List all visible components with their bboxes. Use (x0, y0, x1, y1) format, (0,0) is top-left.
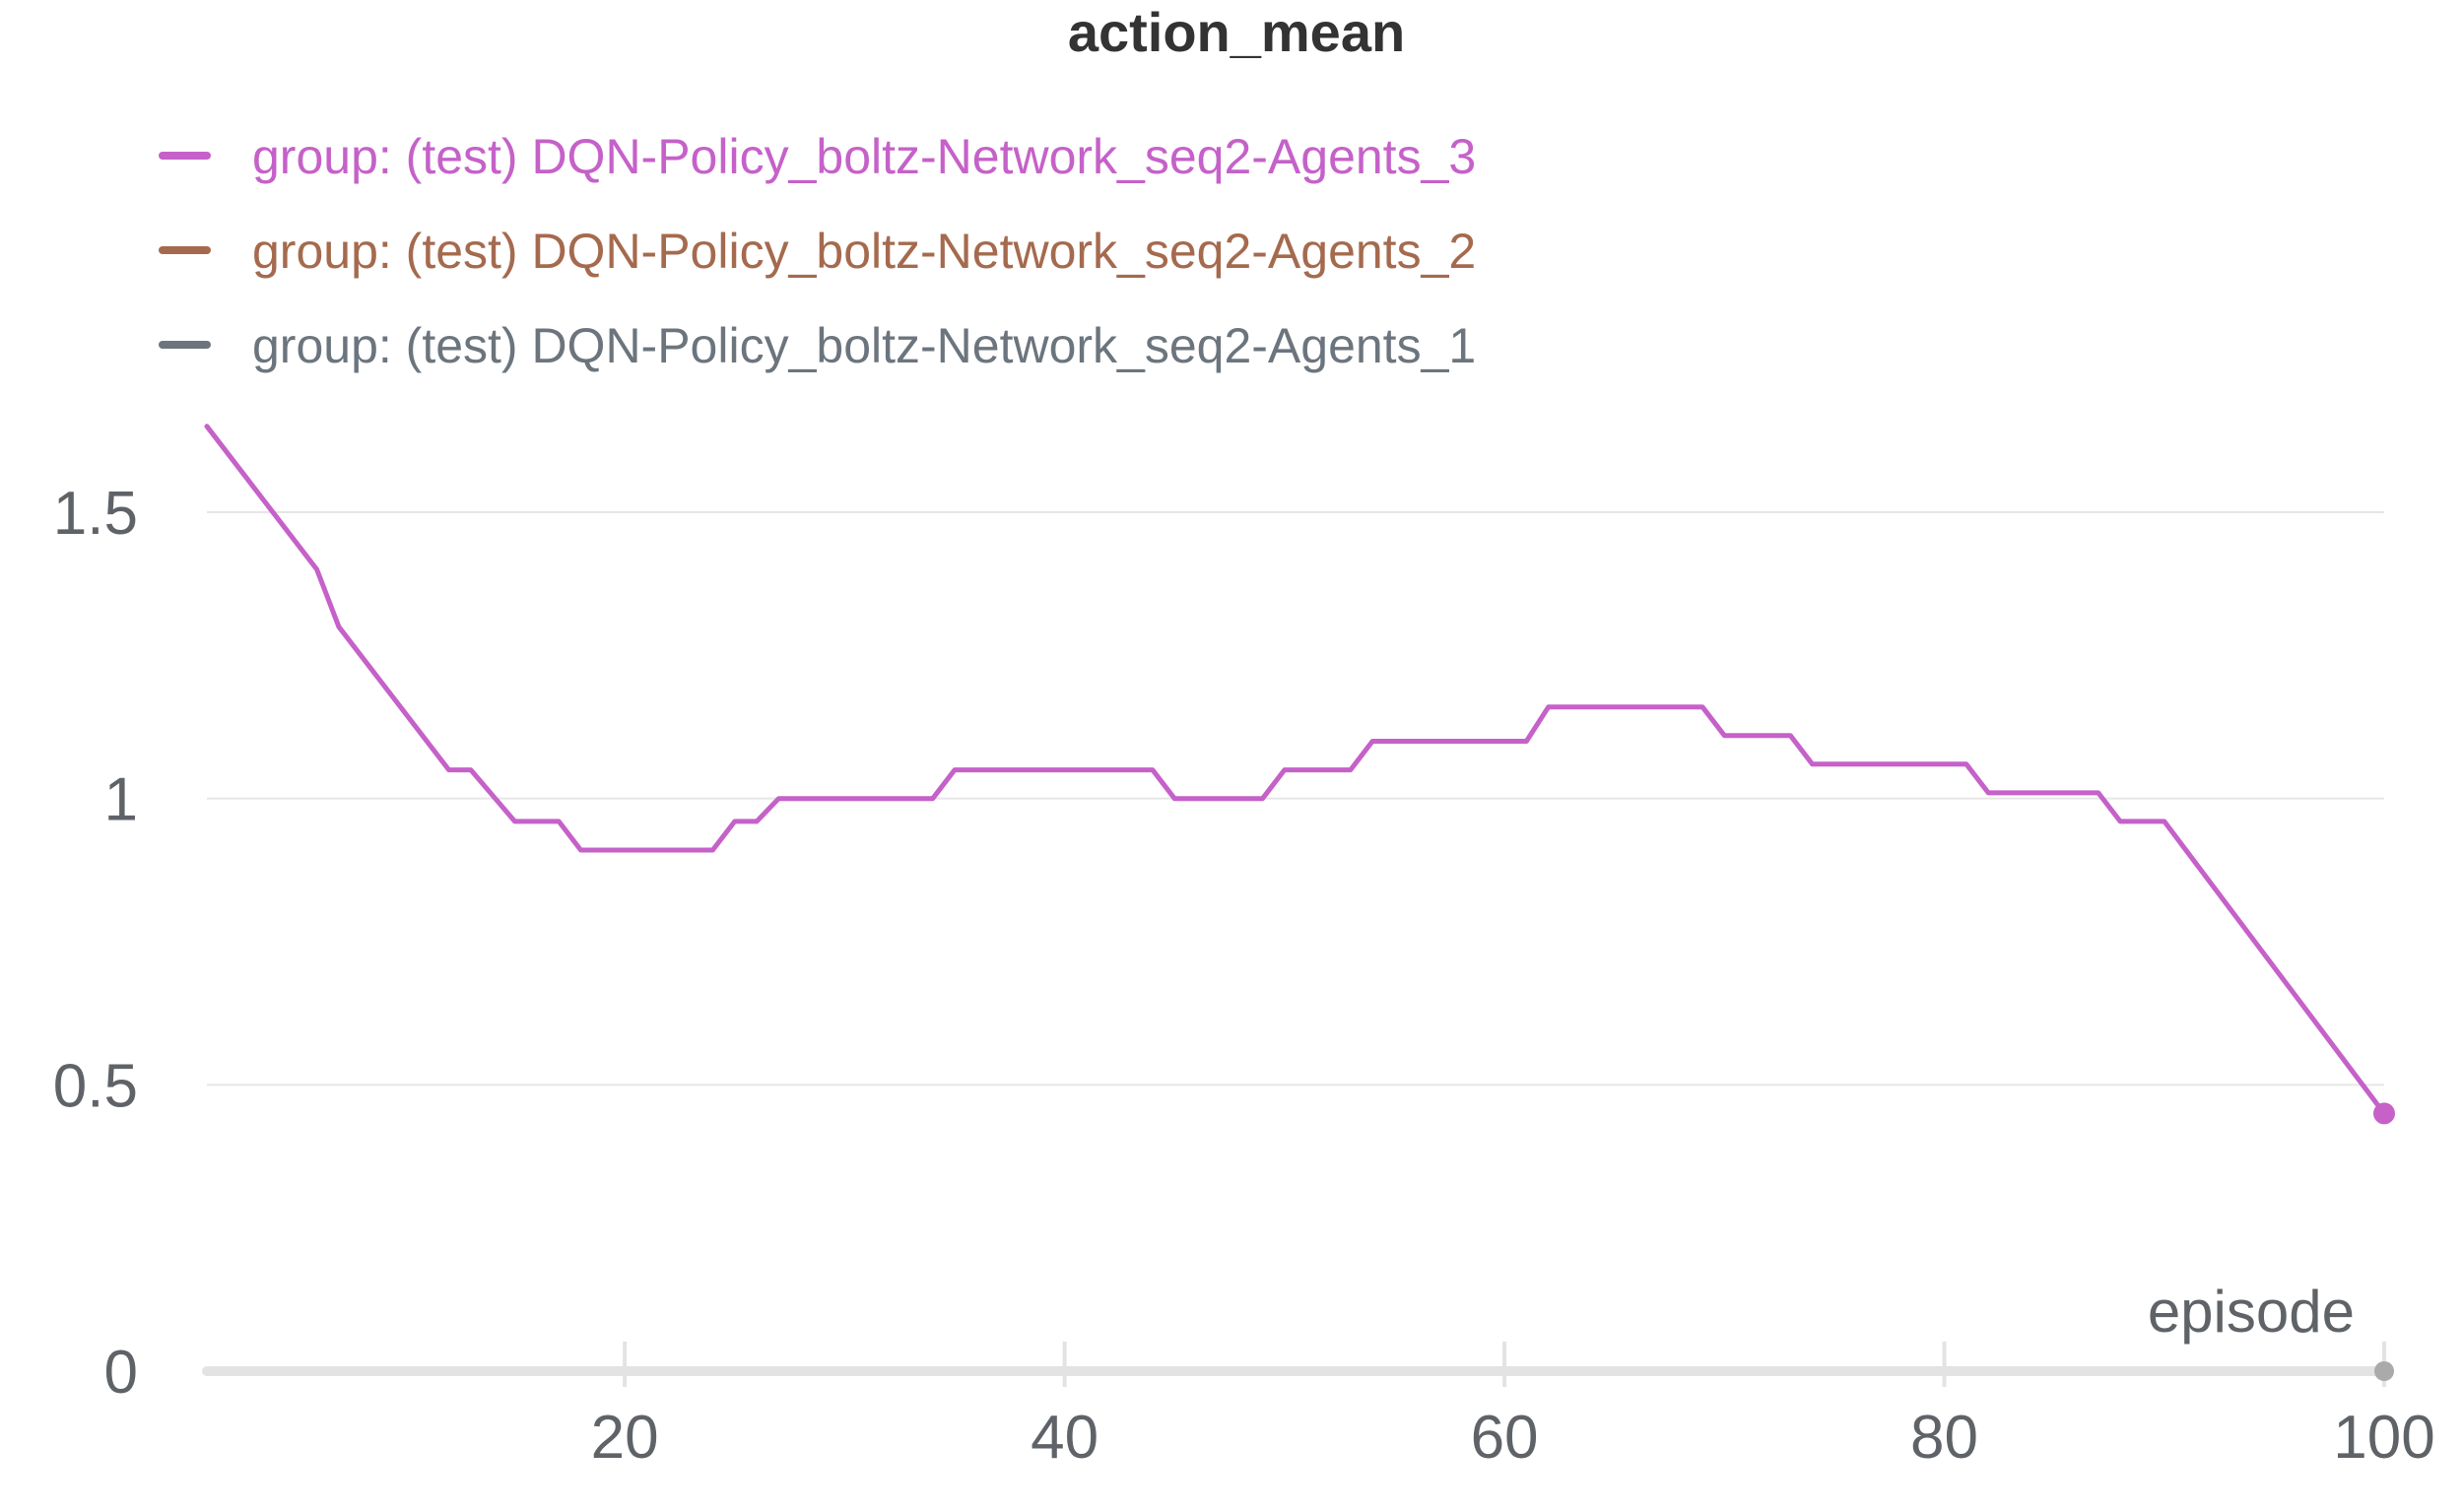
y-axis: 0 0.5 1 1.5 (53, 480, 138, 1407)
gridlines (207, 511, 2384, 1086)
legend-label-1: group: (test) DQN-Policy_boltz-Network_s… (252, 129, 1476, 184)
legend-label-2: group: (test) DQN-Policy_boltz-Network_s… (252, 224, 1476, 279)
legend: group: (test) DQN-Policy_boltz-Network_s… (159, 129, 1476, 373)
y-tick-label: 1.5 (53, 480, 138, 548)
x-axis-end-dot (2374, 1361, 2394, 1381)
series-line-1 (204, 424, 2387, 1116)
x-tick-label: 40 (1031, 1404, 1098, 1472)
legend-label-3: group: (test) DQN-Policy_boltz-Network_s… (252, 318, 1476, 373)
x-tick-label: 60 (1471, 1404, 1539, 1472)
x-tick-label: 80 (1910, 1404, 1978, 1472)
y-tick-label: 1 (104, 766, 138, 834)
y-tick-label: 0.5 (53, 1052, 138, 1120)
x-tick-label: 20 (591, 1404, 659, 1472)
x-axis: 20 40 60 80 100 (202, 1342, 2435, 1472)
x-axis-label: episode (2148, 1279, 2355, 1345)
y-tick-label: 0 (104, 1339, 138, 1407)
chart-title: action_mean (1068, 1, 1405, 63)
series-layer (204, 424, 2395, 1125)
series-end-point-1 (2373, 1102, 2395, 1125)
x-tick-label: 100 (2333, 1404, 2434, 1472)
